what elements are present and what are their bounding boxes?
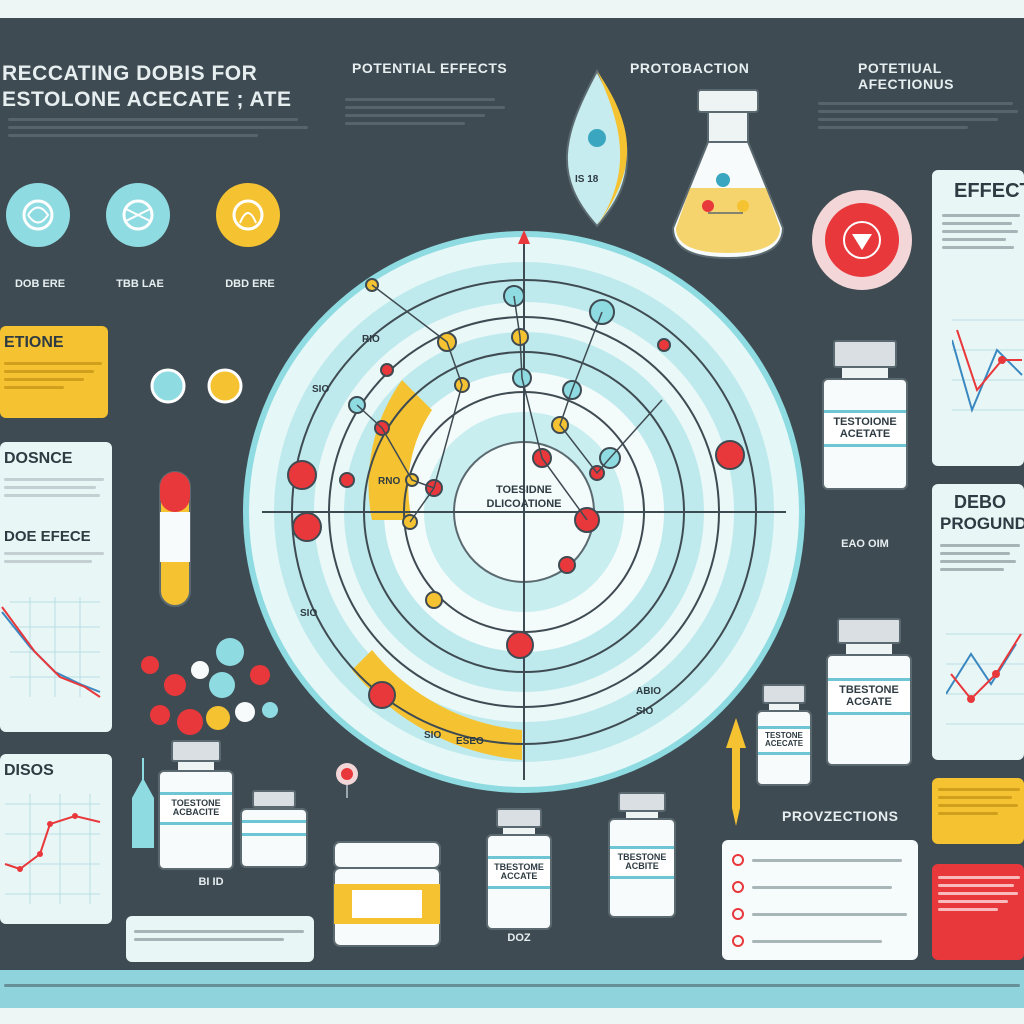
effece-line-graph <box>1 597 101 698</box>
debo-panel: DEBO PROGUNDI <box>932 484 1024 760</box>
dosnce-panel: DOSNCE DOE EFECE <box>0 442 112 732</box>
disos-title: DISOS <box>4 762 54 779</box>
gauge-arrow-icon <box>722 718 750 833</box>
wheel-tick-2: SIO <box>300 608 318 619</box>
flask-icon <box>668 88 788 273</box>
vial-small-right-label: TESTONE ACECATE <box>758 726 810 755</box>
wheel-label-d: ABIO <box>636 686 661 697</box>
provzections-heading: PROVZECTIONS <box>782 808 899 824</box>
provzections-panel <box>722 840 918 960</box>
wheel-tick-4: SIO <box>424 730 442 741</box>
yellow-note-panel <box>932 778 1024 844</box>
vial-bottom-mid-2: TBESTONE ACBITE <box>608 792 676 918</box>
potential-effects-heading: POTENTIAL EFFECTS <box>352 60 508 76</box>
vial-bottom-left-caption: BI ID <box>198 876 224 888</box>
bottom-left-note <box>126 916 314 962</box>
affections-text <box>818 102 1018 134</box>
main-title-line1: RECCATING DOBIS FOR <box>2 62 258 85</box>
vial-bottom-left: TOESTONE ACBACITE <box>158 740 234 870</box>
badge-3-icon <box>216 183 280 247</box>
disos-line-graph <box>4 794 101 904</box>
drop-icon <box>542 66 652 241</box>
badge-2-label: TBB LAE <box>116 278 164 290</box>
vial-small-right: TESTONE ACECATE <box>756 684 812 786</box>
syringe-icon <box>128 758 158 863</box>
wheel-center-line1: TOESIDNE <box>495 484 553 496</box>
debo-title-line1: DEBO <box>954 492 1007 512</box>
wheel-label-c: ESEO <box>456 736 484 747</box>
protobaction-heading: PROTOBACTION <box>630 60 750 76</box>
wheel-label-a: RIO <box>362 334 380 345</box>
dosing-wheel-diagram <box>243 230 805 793</box>
footer-strip <box>0 970 1024 1008</box>
vial-large-right-label: TESTOIONE ACETATE <box>824 410 906 448</box>
location-pin-icon <box>332 760 362 805</box>
jar-icon <box>330 838 444 955</box>
intro-text <box>8 118 308 142</box>
badge-1-label: DOB ERE <box>14 278 66 290</box>
wheel-label-b: RNO <box>378 476 401 487</box>
vial-bottom-mid-2-label: TBESTONE ACBITE <box>610 846 674 879</box>
disos-panel: DISOS <box>0 754 112 924</box>
infographic-board: RECCATING DOBIS FOR ESTOLONE ACECATE ; A… <box>0 18 1024 1008</box>
effece-title: DOE EFECE <box>4 528 91 545</box>
dosnce-title: DOSNCE <box>4 450 73 467</box>
badge-2-icon <box>106 183 170 247</box>
red-warning-panel <box>932 864 1024 960</box>
badge-1-icon <box>6 183 70 247</box>
debo-title-line2: PROGUNDI <box>940 514 1024 533</box>
vial-bottom-mid-1-label: TBESTOME ACCATE <box>488 856 550 889</box>
vial-bottom-mid-1: TBESTOME ACCATE <box>486 808 552 930</box>
vial-mid-right: TBESTONE ACGATE <box>826 618 912 766</box>
debo-line-graph <box>946 633 1024 725</box>
wheel-tick-3: SIO <box>636 706 654 717</box>
vial-bottom-left-label: TOESTONE ACBACITE <box>160 792 232 825</box>
effect-title: EFFECT <box>954 180 1024 202</box>
down-arrow-icon <box>812 190 912 290</box>
vial-mid-right-label: TBESTONE ACGATE <box>828 678 910 716</box>
effect-line-graph <box>952 319 1024 414</box>
wheel-center-line2: DLICOATIONE <box>486 498 562 510</box>
wheel-tick-1: SIO <box>312 384 330 395</box>
badge-3-label: DBD ERE <box>225 278 275 290</box>
vial-bottom-left-2 <box>240 790 308 868</box>
drop-label: IS 18 <box>575 174 599 185</box>
pill-capsule-icon <box>158 470 194 615</box>
effect-panel: EFFECT <box>932 170 1024 466</box>
etione-panel: ETIONE <box>0 326 108 418</box>
vial-bottom-caption: DOZ <box>507 932 531 944</box>
mini-icon-row <box>150 366 250 411</box>
etione-title: ETIONE <box>4 334 64 351</box>
potential-effects-text <box>345 98 505 130</box>
vial-large-right-caption: EAO OIM <box>841 538 889 550</box>
potential-affections-heading: POTETIUAL AFECTIONUS <box>858 60 954 92</box>
vial-large-right: TESTOIONE ACETATE <box>822 340 908 490</box>
pill-cluster <box>130 630 280 745</box>
main-title-line2: ESTOLONE ACECATE ; ATE <box>2 88 292 111</box>
